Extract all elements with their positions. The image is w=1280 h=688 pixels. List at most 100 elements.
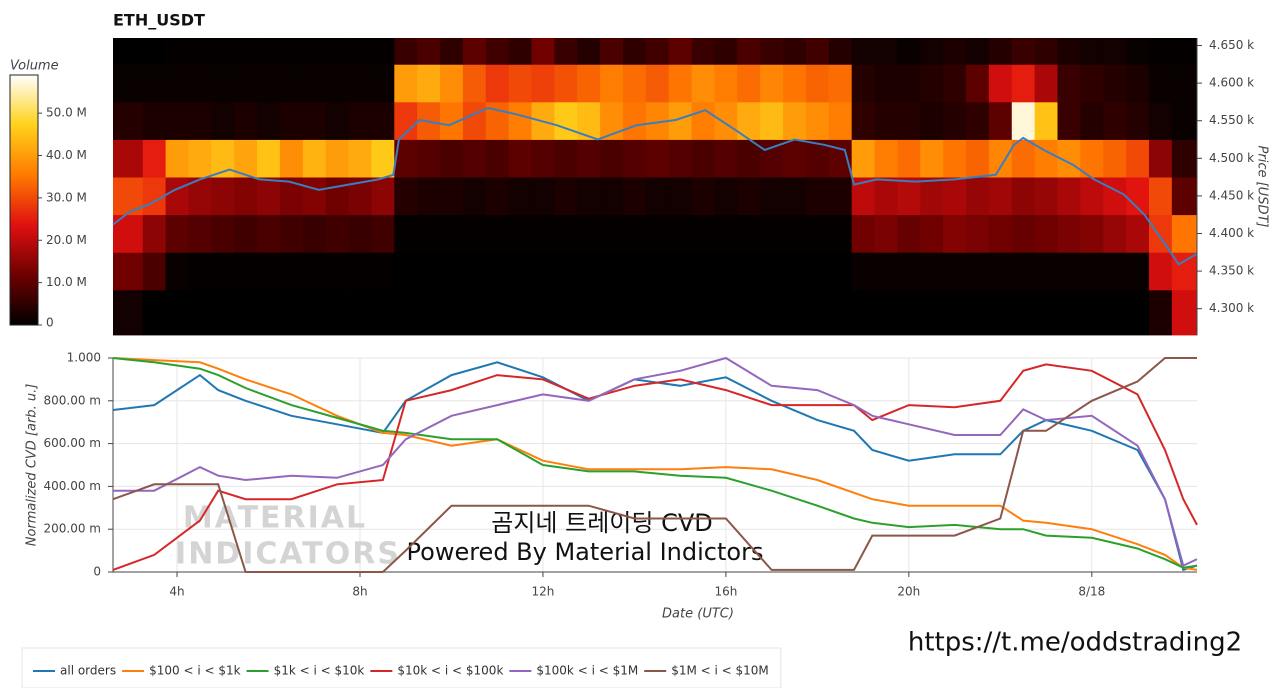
y-axis-label: Price [USDT]	[1255, 146, 1270, 228]
heatmap-cell	[645, 64, 670, 103]
heatmap-cell	[1080, 214, 1104, 253]
heatmap-cell	[188, 177, 212, 216]
heatmap-cell	[988, 139, 1013, 178]
heatmap-cell	[805, 139, 830, 178]
heatmap-cell	[1148, 214, 1173, 253]
series-line	[112, 357, 1198, 571]
legend-label: $1M < i < $10M	[671, 664, 769, 678]
heatmap-cell	[531, 177, 555, 216]
heatmap-cell	[554, 252, 578, 291]
annotation: Powered By Material Indictors	[407, 538, 764, 566]
heatmap-cell	[1080, 252, 1104, 291]
heatmap-cell	[302, 289, 327, 336]
heatmap-cell	[622, 38, 647, 65]
heatmap-cell	[462, 214, 487, 253]
x-tick-label: 8h	[352, 585, 367, 599]
heatmap-cell	[1057, 101, 1081, 140]
heatmap-cell	[874, 177, 898, 216]
heatmap-cell	[714, 38, 738, 65]
heatmap-cell	[508, 139, 532, 178]
heatmap-cell	[325, 214, 349, 253]
heatmap-cell	[279, 177, 304, 216]
heatmap-cell	[113, 289, 144, 336]
heatmap-cell	[165, 139, 189, 178]
y-tick-label: 800.00 m	[44, 393, 102, 407]
heatmap-cell	[600, 252, 624, 291]
y-tick-label: 4.650 k	[1209, 38, 1254, 52]
heatmap-cell	[988, 101, 1013, 140]
colorbar-label: Volume	[10, 59, 59, 74]
heatmap-cell	[188, 252, 212, 291]
heatmap-cell	[325, 252, 349, 291]
series-line	[112, 363, 1198, 571]
heatmap-cell	[348, 38, 372, 65]
heatmap-cell	[897, 139, 921, 178]
heatmap-cell	[371, 139, 395, 178]
series-line	[113, 356, 1198, 568]
y-tick-label: 0	[93, 565, 101, 579]
heatmap-cell	[988, 64, 1013, 103]
legend-label: $1k < i < $10k	[274, 664, 365, 678]
heatmap-cell	[1171, 214, 1198, 253]
colorbar-tick-label: 30.0 M	[46, 190, 87, 204]
legend-label: all orders	[60, 664, 116, 678]
heatmap-cell	[737, 252, 761, 291]
heatmap-cell	[257, 289, 281, 336]
heatmap-cell	[874, 38, 898, 65]
heatmap-cell	[485, 252, 510, 291]
heatmap-cell	[462, 177, 487, 216]
heatmap-cell	[691, 252, 715, 291]
heatmap-cell	[113, 101, 144, 140]
heatmap-cell	[302, 64, 327, 103]
heatmap-cell	[211, 177, 235, 216]
heatmap-cell	[1126, 289, 1150, 336]
heatmap-cell	[1126, 214, 1150, 253]
heatmap-cell	[485, 177, 510, 216]
heatmap-cell	[783, 289, 807, 336]
heatmap-cell	[1080, 38, 1104, 65]
heatmap-cell	[1103, 139, 1127, 178]
heatmap-cell	[142, 139, 166, 178]
heatmap-cell	[1080, 64, 1104, 103]
heatmap-cell	[1011, 289, 1036, 336]
colorbar-tick-label: 20.0 M	[46, 233, 87, 247]
heatmap-cell	[417, 214, 441, 253]
y-tick-label: 4.550 k	[1209, 113, 1254, 127]
heatmap-cell	[988, 252, 1013, 291]
heatmap-cell	[874, 214, 898, 253]
heatmap-cell	[622, 101, 647, 140]
legend-label: $10k < i < $100k	[397, 664, 503, 678]
heatmap-cell	[577, 64, 601, 103]
heatmap-cell	[1057, 177, 1081, 216]
heatmap-cell	[988, 214, 1013, 253]
heatmap-cell	[920, 101, 944, 140]
heatmap-cell	[805, 38, 830, 65]
series-line	[112, 357, 1197, 573]
heatmap-cell	[668, 64, 692, 103]
heatmap-cell	[234, 177, 258, 216]
heatmap-cell	[1126, 177, 1150, 216]
heatmap-cell	[440, 64, 464, 103]
heatmap-cell	[737, 38, 761, 65]
heatmap-cell	[691, 289, 715, 336]
heatmap-cell	[943, 289, 967, 336]
heatmap-cell	[371, 38, 395, 65]
heatmap-cell	[943, 214, 967, 253]
heatmap-cell	[1011, 252, 1036, 291]
heatmap-cell	[691, 64, 715, 103]
heatmap-cell	[348, 214, 372, 253]
heatmap-cell	[554, 289, 578, 336]
heatmap-cell	[645, 177, 670, 216]
heatmap-cell	[920, 64, 944, 103]
heatmap-cell	[462, 64, 487, 103]
heatmap-cell	[668, 214, 692, 253]
heatmap-cell	[966, 214, 990, 253]
heatmap-cell	[600, 38, 624, 65]
heatmap-cell	[211, 38, 235, 65]
heatmap-cell	[325, 101, 349, 140]
heatmap-cell	[113, 139, 144, 178]
heatmap-cell	[113, 252, 144, 291]
heatmap-cell	[622, 289, 647, 336]
heatmap-cell	[1148, 101, 1173, 140]
heatmap-cell	[760, 64, 784, 103]
